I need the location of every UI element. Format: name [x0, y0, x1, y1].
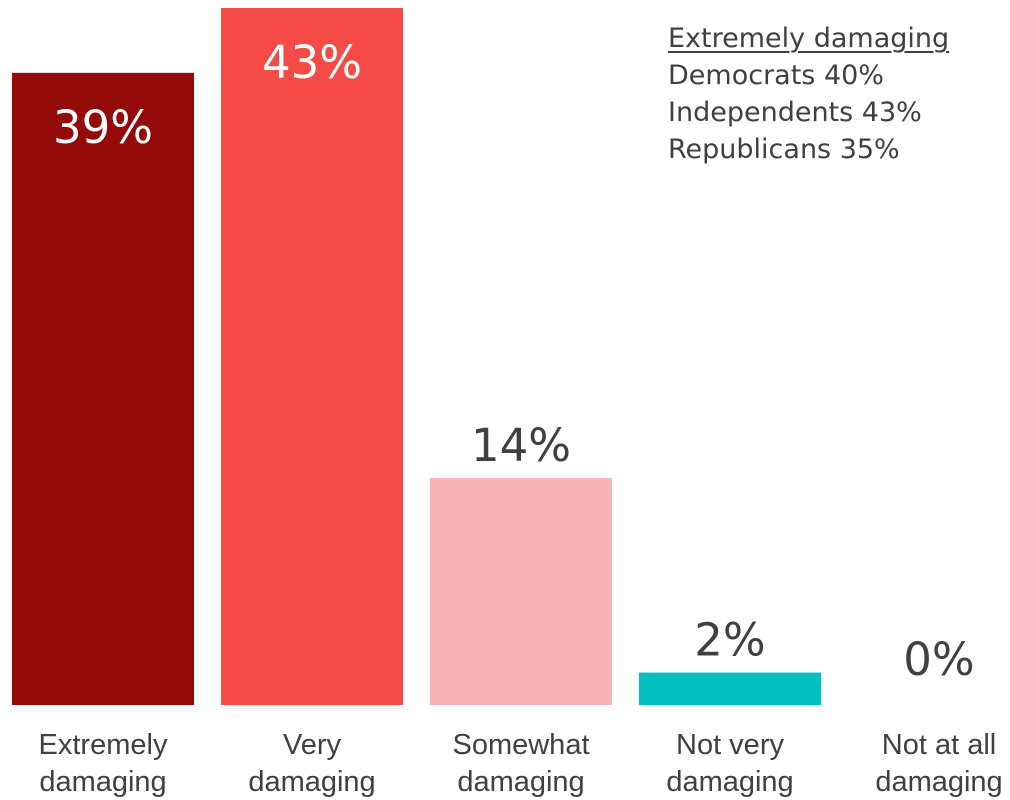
category-labels-layer: Extremely damaging Very damaging Somewhat dam… — [39, 729, 1003, 798]
category-label-line: damaging — [875, 766, 1002, 798]
category-label-somewhat-damaging: Somewhat damaging — [452, 729, 589, 798]
category-label-line: Somewhat — [452, 729, 589, 761]
bar-very-damaging — [221, 8, 403, 705]
annotation-box: Extremely damaging Democrats 40% Indepen… — [668, 20, 949, 168]
category-label-line: damaging — [39, 766, 166, 798]
category-label-line: Extremely — [39, 729, 168, 761]
bar-not-very-damaging — [639, 672, 821, 705]
category-label-extremely-damaging: Extremely damaging — [39, 729, 168, 798]
value-label-very-damaging: 43% — [262, 36, 362, 89]
category-label-line: damaging — [666, 766, 793, 798]
annotation-line-independents: Independents 43% — [668, 97, 922, 128]
value-label-not-at-all-damaging: 0% — [903, 633, 974, 686]
category-label-line: damaging — [457, 766, 584, 798]
value-label-somewhat-damaging: 14% — [471, 419, 571, 472]
value-labels-layer: 39% 43% 14% 2% 0% — [53, 36, 975, 686]
bar-extremely-damaging — [12, 72, 194, 705]
annotation-line-democrats: Democrats 40% — [668, 60, 884, 91]
category-label-line: Not at all — [882, 729, 996, 761]
value-label-not-very-damaging: 2% — [694, 614, 765, 667]
annotation-heading: Extremely damaging — [668, 23, 950, 54]
category-label-not-at-all-damaging: Not at all damaging — [875, 729, 1002, 798]
category-label-not-very-damaging: Not very damaging — [666, 729, 793, 798]
category-label-line: damaging — [248, 766, 375, 798]
category-label-line: Very — [283, 729, 342, 761]
annotation-line-republicans: Republicans 35% — [668, 134, 900, 165]
category-label-line: Not very — [676, 729, 784, 761]
category-label-very-damaging: Very damaging — [248, 729, 375, 798]
bar-somewhat-damaging — [430, 478, 612, 705]
value-label-extremely-damaging: 39% — [53, 101, 153, 154]
bars-layer — [12, 8, 821, 705]
